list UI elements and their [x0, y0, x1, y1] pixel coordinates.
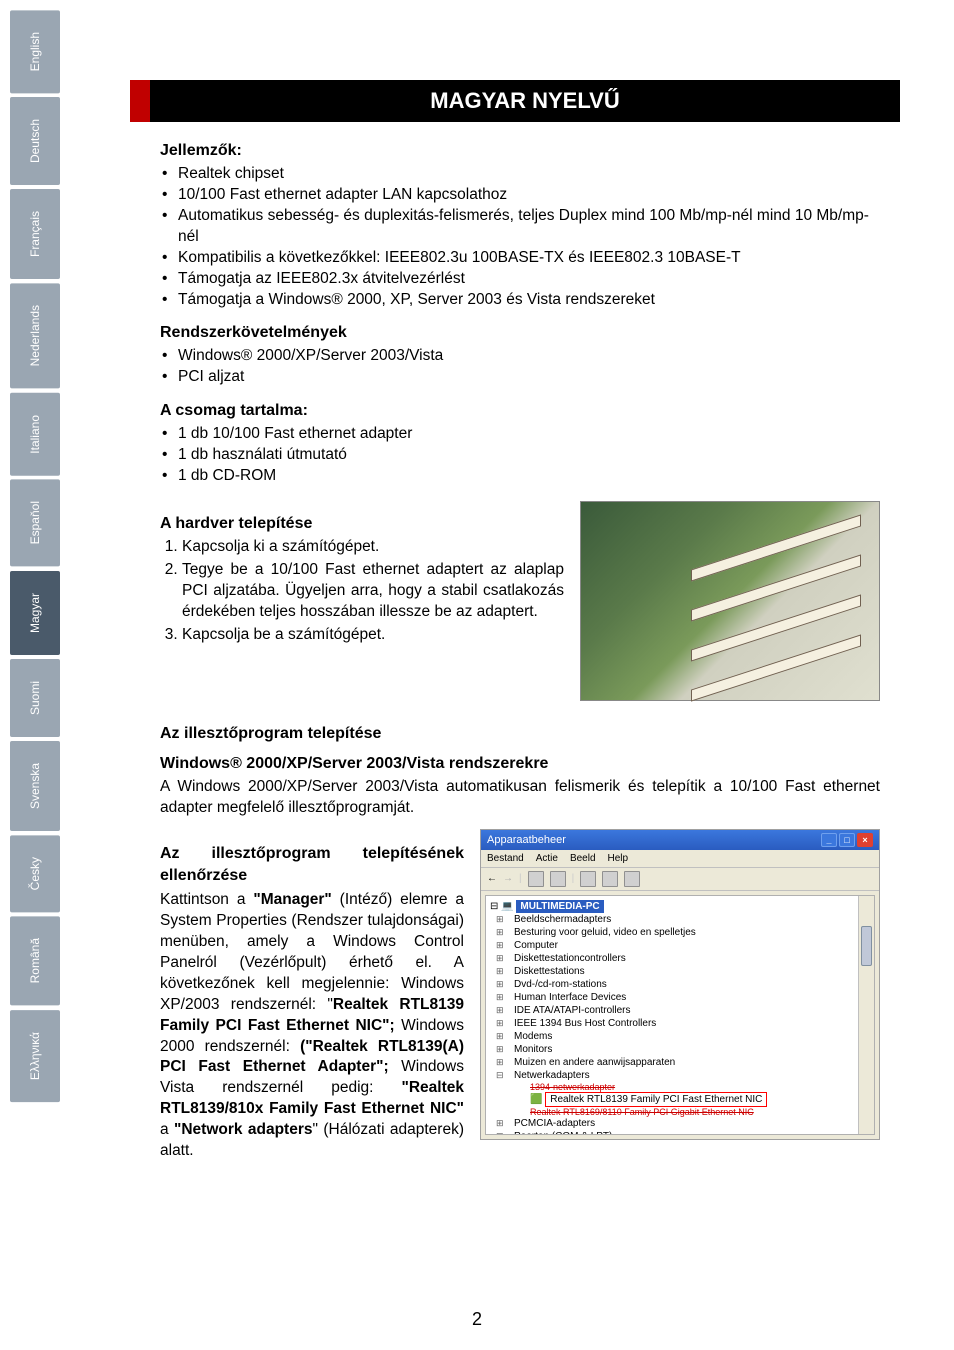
tree-node[interactable]: IDE ATA/ATAPI-controllers — [490, 1004, 870, 1017]
devmgr-tree[interactable]: ⊟ 💻 MULTIMEDIA-PC BeeldschermadaptersBes… — [485, 895, 875, 1135]
features-heading: Jellemzők: — [160, 142, 880, 160]
verify-t1: Kattintson a — [160, 891, 253, 908]
list-item: 1 db CD-ROM — [160, 466, 880, 487]
lang-tab-nederlands[interactable]: Nederlands — [10, 283, 60, 388]
tree-node[interactable]: Human Interface Devices — [490, 991, 870, 1004]
tree-node[interactable]: Besturing voor geluid, video en spelletj… — [490, 926, 870, 939]
list-item: Támogatja a Windows® 2000, XP, Server 20… — [160, 290, 880, 311]
toolbar-icon[interactable] — [602, 871, 618, 887]
lang-tab-česky[interactable]: Česky — [10, 835, 60, 912]
verify-text-column: Az illesztőprogram telepítésének ellenőr… — [160, 829, 464, 1162]
tree-node[interactable]: Diskettestations — [490, 965, 870, 978]
tree-leaf-highlight[interactable]: 🟩 Realtek RTL8139 Family PCI Fast Ethern… — [490, 1092, 870, 1107]
list-item: Kompatibilis a következőkkel: IEEE802.3u… — [160, 248, 880, 269]
tree-node[interactable]: IEEE 1394 Bus Host Controllers — [490, 1017, 870, 1030]
toolbar-icon[interactable] — [580, 871, 596, 887]
page-title-bar: MAGYAR NYELVŰ — [130, 80, 900, 122]
verify-b1: "Manager" — [253, 891, 331, 908]
hardware-install-text: A hardver telepítése Kapcsolja ki a szám… — [160, 501, 564, 648]
scrollbar-thumb[interactable] — [861, 926, 872, 966]
page-content: MAGYAR NYELVŰ Jellemzők: Realtek chipset… — [130, 80, 900, 1162]
tree-node[interactable]: Dvd-/cd-rom-stations — [490, 978, 870, 991]
lang-tab-italiano[interactable]: Italiano — [10, 393, 60, 476]
hardware-install-row: A hardver telepítése Kapcsolja ki a szám… — [160, 501, 880, 701]
close-button[interactable]: × — [857, 833, 873, 847]
devmgr-title: Apparaatbeheer — [487, 834, 566, 846]
hw-heading: A hardver telepítése — [160, 515, 564, 533]
tree-root-node[interactable]: ⊟ 💻 MULTIMEDIA-PC — [490, 900, 870, 913]
sysreq-heading: Rendszerkövetelmények — [160, 324, 880, 342]
maximize-button[interactable]: □ — [839, 833, 855, 847]
tree-node[interactable]: Muizen en andere aanwijsapparaten — [490, 1056, 870, 1069]
list-item: 10/100 Fast ethernet adapter LAN kapcsol… — [160, 185, 880, 206]
driver-heading: Az illesztőprogram telepítése — [160, 725, 880, 743]
lang-tab-svenska[interactable]: Svenska — [10, 741, 60, 831]
lang-tab-română[interactable]: Română — [10, 916, 60, 1005]
list-item: 1 db használati útmutató — [160, 445, 880, 466]
sysreq-list: Windows® 2000/XP/Server 2003/VistaPCI al… — [160, 346, 880, 388]
features-list: Realtek chipset10/100 Fast ethernet adap… — [160, 164, 880, 310]
tree-node[interactable]: Monitors — [490, 1043, 870, 1056]
lang-tab-deutsch[interactable]: Deutsch — [10, 97, 60, 185]
verify-heading: Az illesztőprogram telepítésének ellenőr… — [160, 843, 464, 886]
devmgr-menubar: Bestand Actie Beeld Help — [481, 850, 879, 868]
page-number: 2 — [472, 1309, 482, 1330]
verify-t2: (Intéző) elemre a System Properties (Ren… — [160, 891, 464, 1013]
list-item: 1 db 10/100 Fast ethernet adapter — [160, 424, 880, 445]
toolbar-icon[interactable] — [624, 871, 640, 887]
hw-step: Tegye be a 10/100 Fast ethernet adaptert… — [182, 560, 564, 623]
lang-tab-espaňol[interactable]: Espaňol — [10, 479, 60, 566]
list-item: Automatikus sebesség- és duplexitás-feli… — [160, 206, 880, 248]
tree-node[interactable]: Diskettestationcontrollers — [490, 952, 870, 965]
tree-node[interactable]: Computer — [490, 939, 870, 952]
tree-node[interactable]: Netwerkadapters — [490, 1069, 870, 1082]
tree-node[interactable]: Modems — [490, 1030, 870, 1043]
tree-node[interactable]: Poorten (COM & LPT) — [490, 1130, 870, 1135]
menu-item[interactable]: Actie — [536, 853, 558, 864]
toolbar-icon[interactable] — [550, 871, 566, 887]
toolbar-fwd-icon[interactable]: → — [503, 873, 513, 884]
devmgr-toolbar: ← → | | — [481, 868, 879, 891]
minimize-button[interactable]: _ — [821, 833, 837, 847]
verify-b5: "Network adapters — [174, 1121, 312, 1138]
pci-slot-photo — [580, 501, 880, 701]
language-rail: EnglishDeutschFrançaisNederlandsItaliano… — [10, 10, 60, 1102]
tree-leaf-strike[interactable]: 1394-netwerkadapter — [490, 1082, 870, 1092]
lang-tab-ελληνικά[interactable]: Ελληνικά — [10, 1010, 60, 1102]
list-item: Windows® 2000/XP/Server 2003/Vista — [160, 346, 880, 367]
hw-step: Kapcsolja ki a számítógépet. — [182, 537, 564, 558]
lang-tab-suomi[interactable]: Suomi — [10, 659, 60, 737]
list-item: Támogatja az IEEE802.3x átvitelvezérlést — [160, 269, 880, 290]
driver-paragraph: A Windows 2000/XP/Server 2003/Vista auto… — [160, 777, 880, 819]
package-heading: A csomag tartalma: — [160, 402, 880, 420]
package-list: 1 db 10/100 Fast ethernet adapter1 db ha… — [160, 424, 880, 487]
menu-item[interactable]: Beeld — [570, 853, 596, 864]
toolbar-icon[interactable] — [528, 871, 544, 887]
verify-row: Az illesztőprogram telepítésének ellenőr… — [160, 829, 880, 1162]
device-manager-window: Apparaatbeheer _ □ × Bestand Actie Beeld He… — [480, 829, 880, 1140]
devmgr-titlebar: Apparaatbeheer _ □ × — [481, 830, 879, 850]
list-item: PCI aljzat — [160, 367, 880, 388]
content-body: Jellemzők: Realtek chipset10/100 Fast et… — [130, 142, 900, 1162]
tree-leaf-strike[interactable]: Realtek RTL8169/8110 Family PCI Gigabit … — [490, 1107, 870, 1117]
hw-steps-list: Kapcsolja ki a számítógépet.Tegye be a 1… — [160, 537, 564, 646]
scrollbar-vertical[interactable] — [858, 896, 874, 1134]
tree-node[interactable]: Beeldschermadapters — [490, 913, 870, 926]
menu-item[interactable]: Bestand — [487, 853, 524, 864]
driver-sub-heading: Windows® 2000/XP/Server 2003/Vista rends… — [160, 755, 880, 773]
verify-t5: a — [160, 1121, 174, 1138]
verify-paragraph: Kattintson a "Manager" (Intéző) elemre a… — [160, 890, 464, 1162]
hw-step: Kapcsolja be a számítógépet. — [182, 625, 564, 646]
lang-tab-english[interactable]: English — [10, 10, 60, 93]
toolbar-back-icon[interactable]: ← — [487, 873, 497, 884]
lang-tab-français[interactable]: Français — [10, 189, 60, 279]
window-buttons: _ □ × — [821, 833, 873, 847]
menu-item[interactable]: Help — [608, 853, 629, 864]
list-item: Realtek chipset — [160, 164, 880, 185]
lang-tab-magyar[interactable]: Magyar — [10, 571, 60, 655]
tree-node[interactable]: PCMCIA-adapters — [490, 1117, 870, 1130]
